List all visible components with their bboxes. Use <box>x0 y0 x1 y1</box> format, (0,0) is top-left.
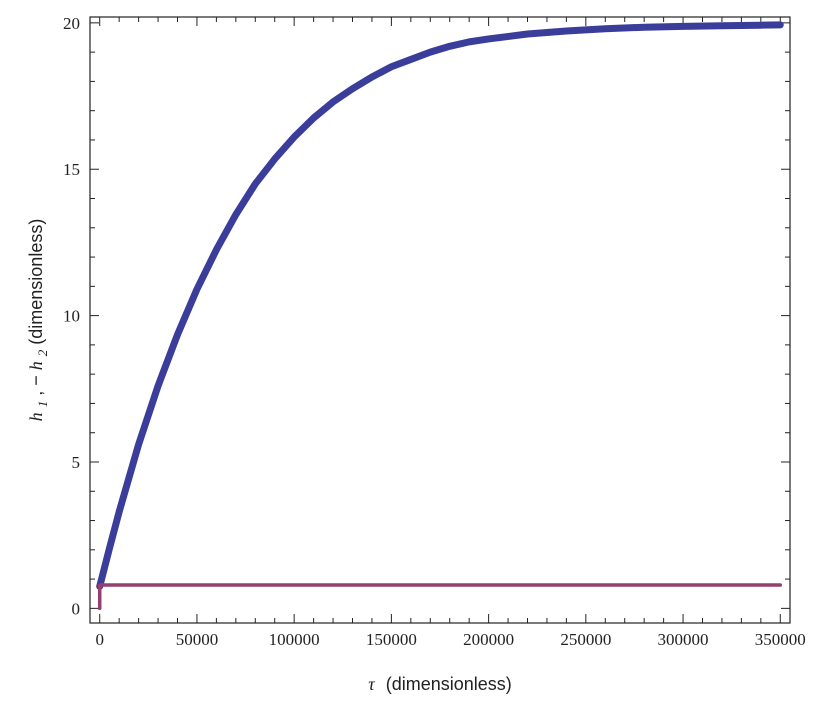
series-layer <box>96 21 784 611</box>
series-h2-line <box>97 583 783 611</box>
y-tick-label: 10 <box>63 307 80 326</box>
ticks-layer: 0 50000 100000 150000 200000 250000 300000 3500… <box>63 14 806 649</box>
y-tick-label: 5 <box>72 453 81 472</box>
series-h1-line <box>96 21 784 590</box>
x-tick-label: 300000 <box>658 630 709 649</box>
y-axis-label-unit: (dimensionless) <box>26 219 46 345</box>
x-axis-symbol: τ <box>368 674 375 694</box>
y-tick-label: 15 <box>63 160 80 179</box>
x-tick-label: 250000 <box>560 630 611 649</box>
y-axis-label-sub2: 2 <box>35 349 50 356</box>
y-axis-label-h1: h <box>26 412 46 421</box>
x-tick-label: 200000 <box>463 630 514 649</box>
y-tick-label: 0 <box>72 599 81 618</box>
x-axis-text: (dimensionless) <box>386 674 512 694</box>
y-axis-label-sep: , − <box>26 375 46 396</box>
y-axis-label-sub1: 1 <box>35 401 50 408</box>
y-axis-label-h2: h <box>26 361 46 370</box>
x-tick-label: 150000 <box>366 630 417 649</box>
plot-frame <box>89 16 791 624</box>
x-tick-label: 0 <box>95 630 104 649</box>
x-axis-label: τ (dimensionless) <box>368 674 512 694</box>
x-tick-label: 100000 <box>269 630 320 649</box>
x-tick-label: 50000 <box>176 630 219 649</box>
y-tick-label: 20 <box>63 14 80 33</box>
x-tick-label: 350000 <box>755 630 806 649</box>
y-axis-label: h 1 , − h 2 (dimensionless) <box>26 219 51 422</box>
